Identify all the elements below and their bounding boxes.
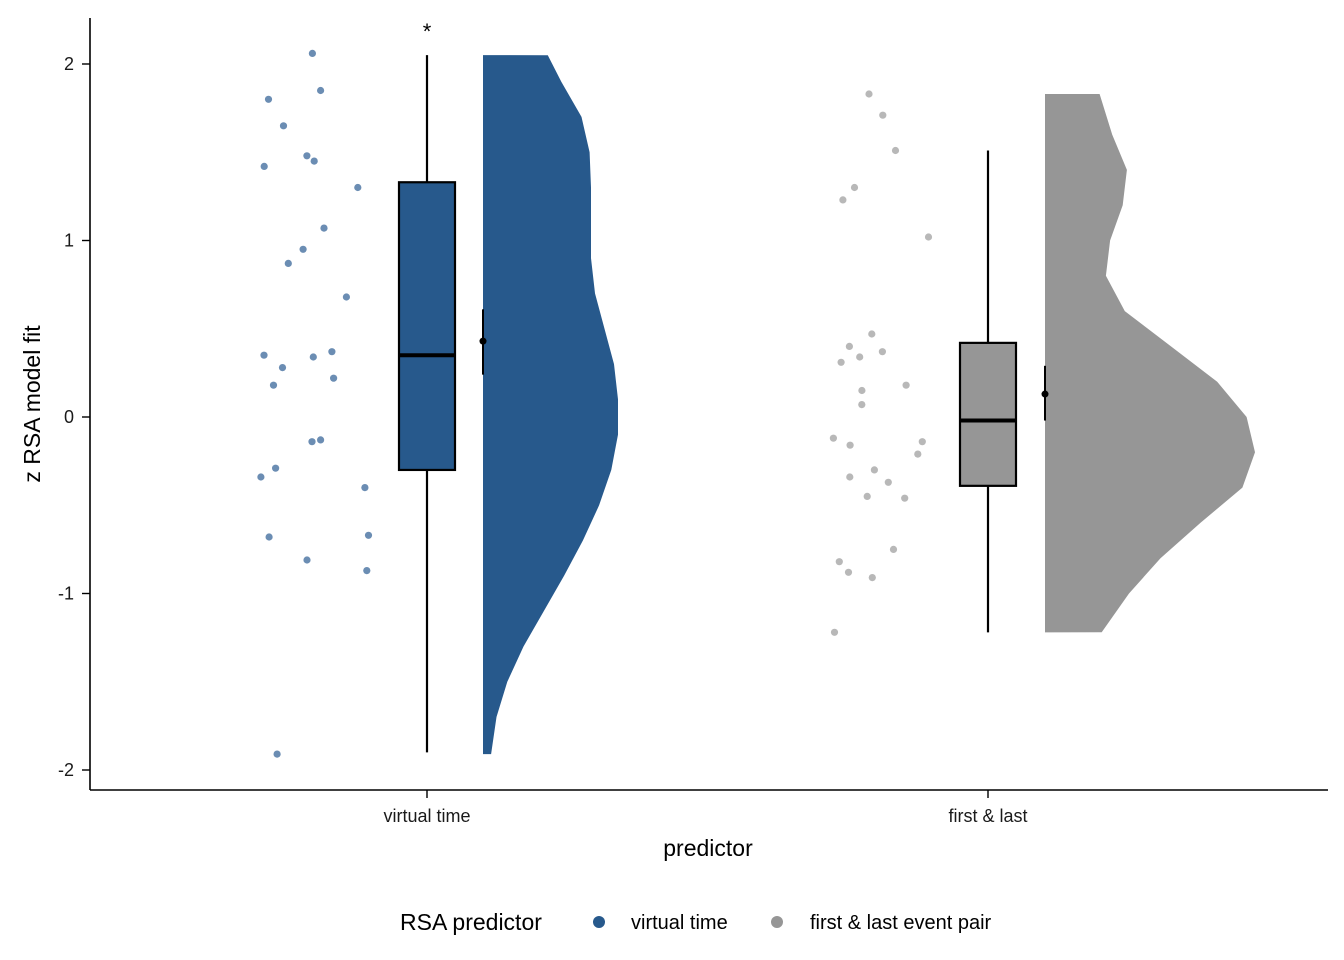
box-iqr-virtual-time (397, 181, 457, 472)
x-tick-label-virtual-time: virtual time (383, 806, 470, 826)
axes: -2 -1 0 1 2 virtual time first & last predict… (19, 18, 1328, 861)
data-point-virtual-time (364, 531, 373, 539)
mean-point-first-last (1041, 390, 1049, 398)
data-point-first-last (858, 386, 866, 395)
significance-star-virtual-time: * (423, 19, 432, 44)
data-point-virtual-time (273, 750, 281, 758)
data-point-virtual-time (342, 293, 350, 301)
legend-label-virtual-time: virtual time (631, 912, 728, 934)
data-point-first-last (845, 342, 854, 350)
data-point-first-last (844, 568, 853, 576)
data-point-first-last (914, 450, 922, 458)
data-point-virtual-time (257, 473, 265, 481)
data-point-first-last (870, 466, 879, 474)
data-point-virtual-time (317, 86, 325, 95)
data-point-first-last (858, 401, 866, 409)
data-point-virtual-time (309, 353, 317, 361)
x-ticks: virtual time first & last (383, 790, 1028, 826)
data-point-virtual-time (278, 364, 287, 372)
y-tick-label: 0 (64, 407, 74, 427)
data-point-first-last (835, 558, 843, 566)
legend-key-virtual-time (593, 916, 605, 928)
y-tick-label: -1 (58, 584, 74, 604)
y-axis-title: z RSA model fit (19, 325, 45, 483)
data-point-first-last (884, 478, 892, 486)
density-cloud-virtual-time (483, 55, 618, 755)
legend-label-first-last-event-pair: first & last event pair (810, 912, 992, 934)
boxplots (397, 55, 1018, 753)
data-point-first-last (830, 628, 839, 636)
data-point-virtual-time (310, 157, 318, 165)
x-tick-label-first-last: first & last (948, 806, 1027, 826)
data-point-first-last (839, 196, 847, 204)
data-point-virtual-time (284, 259, 292, 267)
data-point-virtual-time (308, 438, 316, 446)
data-point-first-last (918, 438, 926, 446)
legend-key-first-last-event-pair (771, 916, 783, 928)
mean-markers (479, 309, 1049, 421)
data-point-first-last (868, 574, 876, 582)
data-point-virtual-time (320, 224, 328, 232)
data-point-first-last (902, 381, 910, 389)
data-point-first-last (837, 358, 845, 366)
data-point-virtual-time (265, 533, 273, 541)
data-point-first-last (891, 146, 900, 155)
data-point-first-last (846, 473, 854, 481)
data-point-virtual-time (354, 183, 362, 192)
data-point-virtual-time (279, 122, 288, 130)
data-point-first-last (865, 90, 873, 98)
data-point-virtual-time (264, 95, 273, 103)
data-point-first-last (846, 441, 854, 449)
data-point-first-last (879, 111, 887, 119)
data-point-first-last (850, 183, 859, 192)
data-point-virtual-time (363, 567, 371, 575)
data-point-virtual-time (260, 162, 268, 170)
data-point-first-last (878, 348, 887, 356)
data-point-virtual-time (303, 152, 311, 160)
data-point-virtual-time (308, 49, 316, 58)
data-point-virtual-time (361, 484, 369, 492)
mean-point-virtual-time (479, 337, 487, 345)
data-point-first-last (829, 434, 838, 442)
x-axis-title: predictor (663, 835, 753, 861)
data-point-virtual-time (328, 348, 336, 356)
y-ticks: -2 -1 0 1 2 (58, 54, 90, 780)
data-point-first-last (889, 545, 898, 554)
data-point-first-last (863, 492, 871, 500)
y-tick-label: 2 (64, 54, 74, 74)
data-point-virtual-time (272, 464, 280, 472)
legend-title: RSA predictor (400, 909, 542, 935)
data-point-virtual-time (269, 381, 278, 389)
y-tick-label: 1 (64, 231, 74, 251)
data-point-first-last (901, 494, 909, 502)
data-point-virtual-time (299, 245, 307, 253)
data-point-virtual-time (330, 374, 338, 382)
jitter-points (257, 49, 933, 758)
data-point-first-last (868, 330, 876, 338)
y-tick-label: -2 (58, 760, 74, 780)
density-cloud-first-last (1045, 94, 1255, 633)
data-point-virtual-time (317, 436, 325, 444)
data-point-first-last (924, 233, 933, 241)
data-point-first-last (856, 353, 864, 361)
data-point-virtual-time (303, 556, 311, 564)
data-point-virtual-time (260, 351, 268, 359)
significance-marks: * (423, 19, 432, 44)
legend: RSA predictor virtual time first & last … (400, 909, 992, 935)
box-iqr-first-last (958, 341, 1018, 487)
density-clouds (483, 55, 1255, 755)
